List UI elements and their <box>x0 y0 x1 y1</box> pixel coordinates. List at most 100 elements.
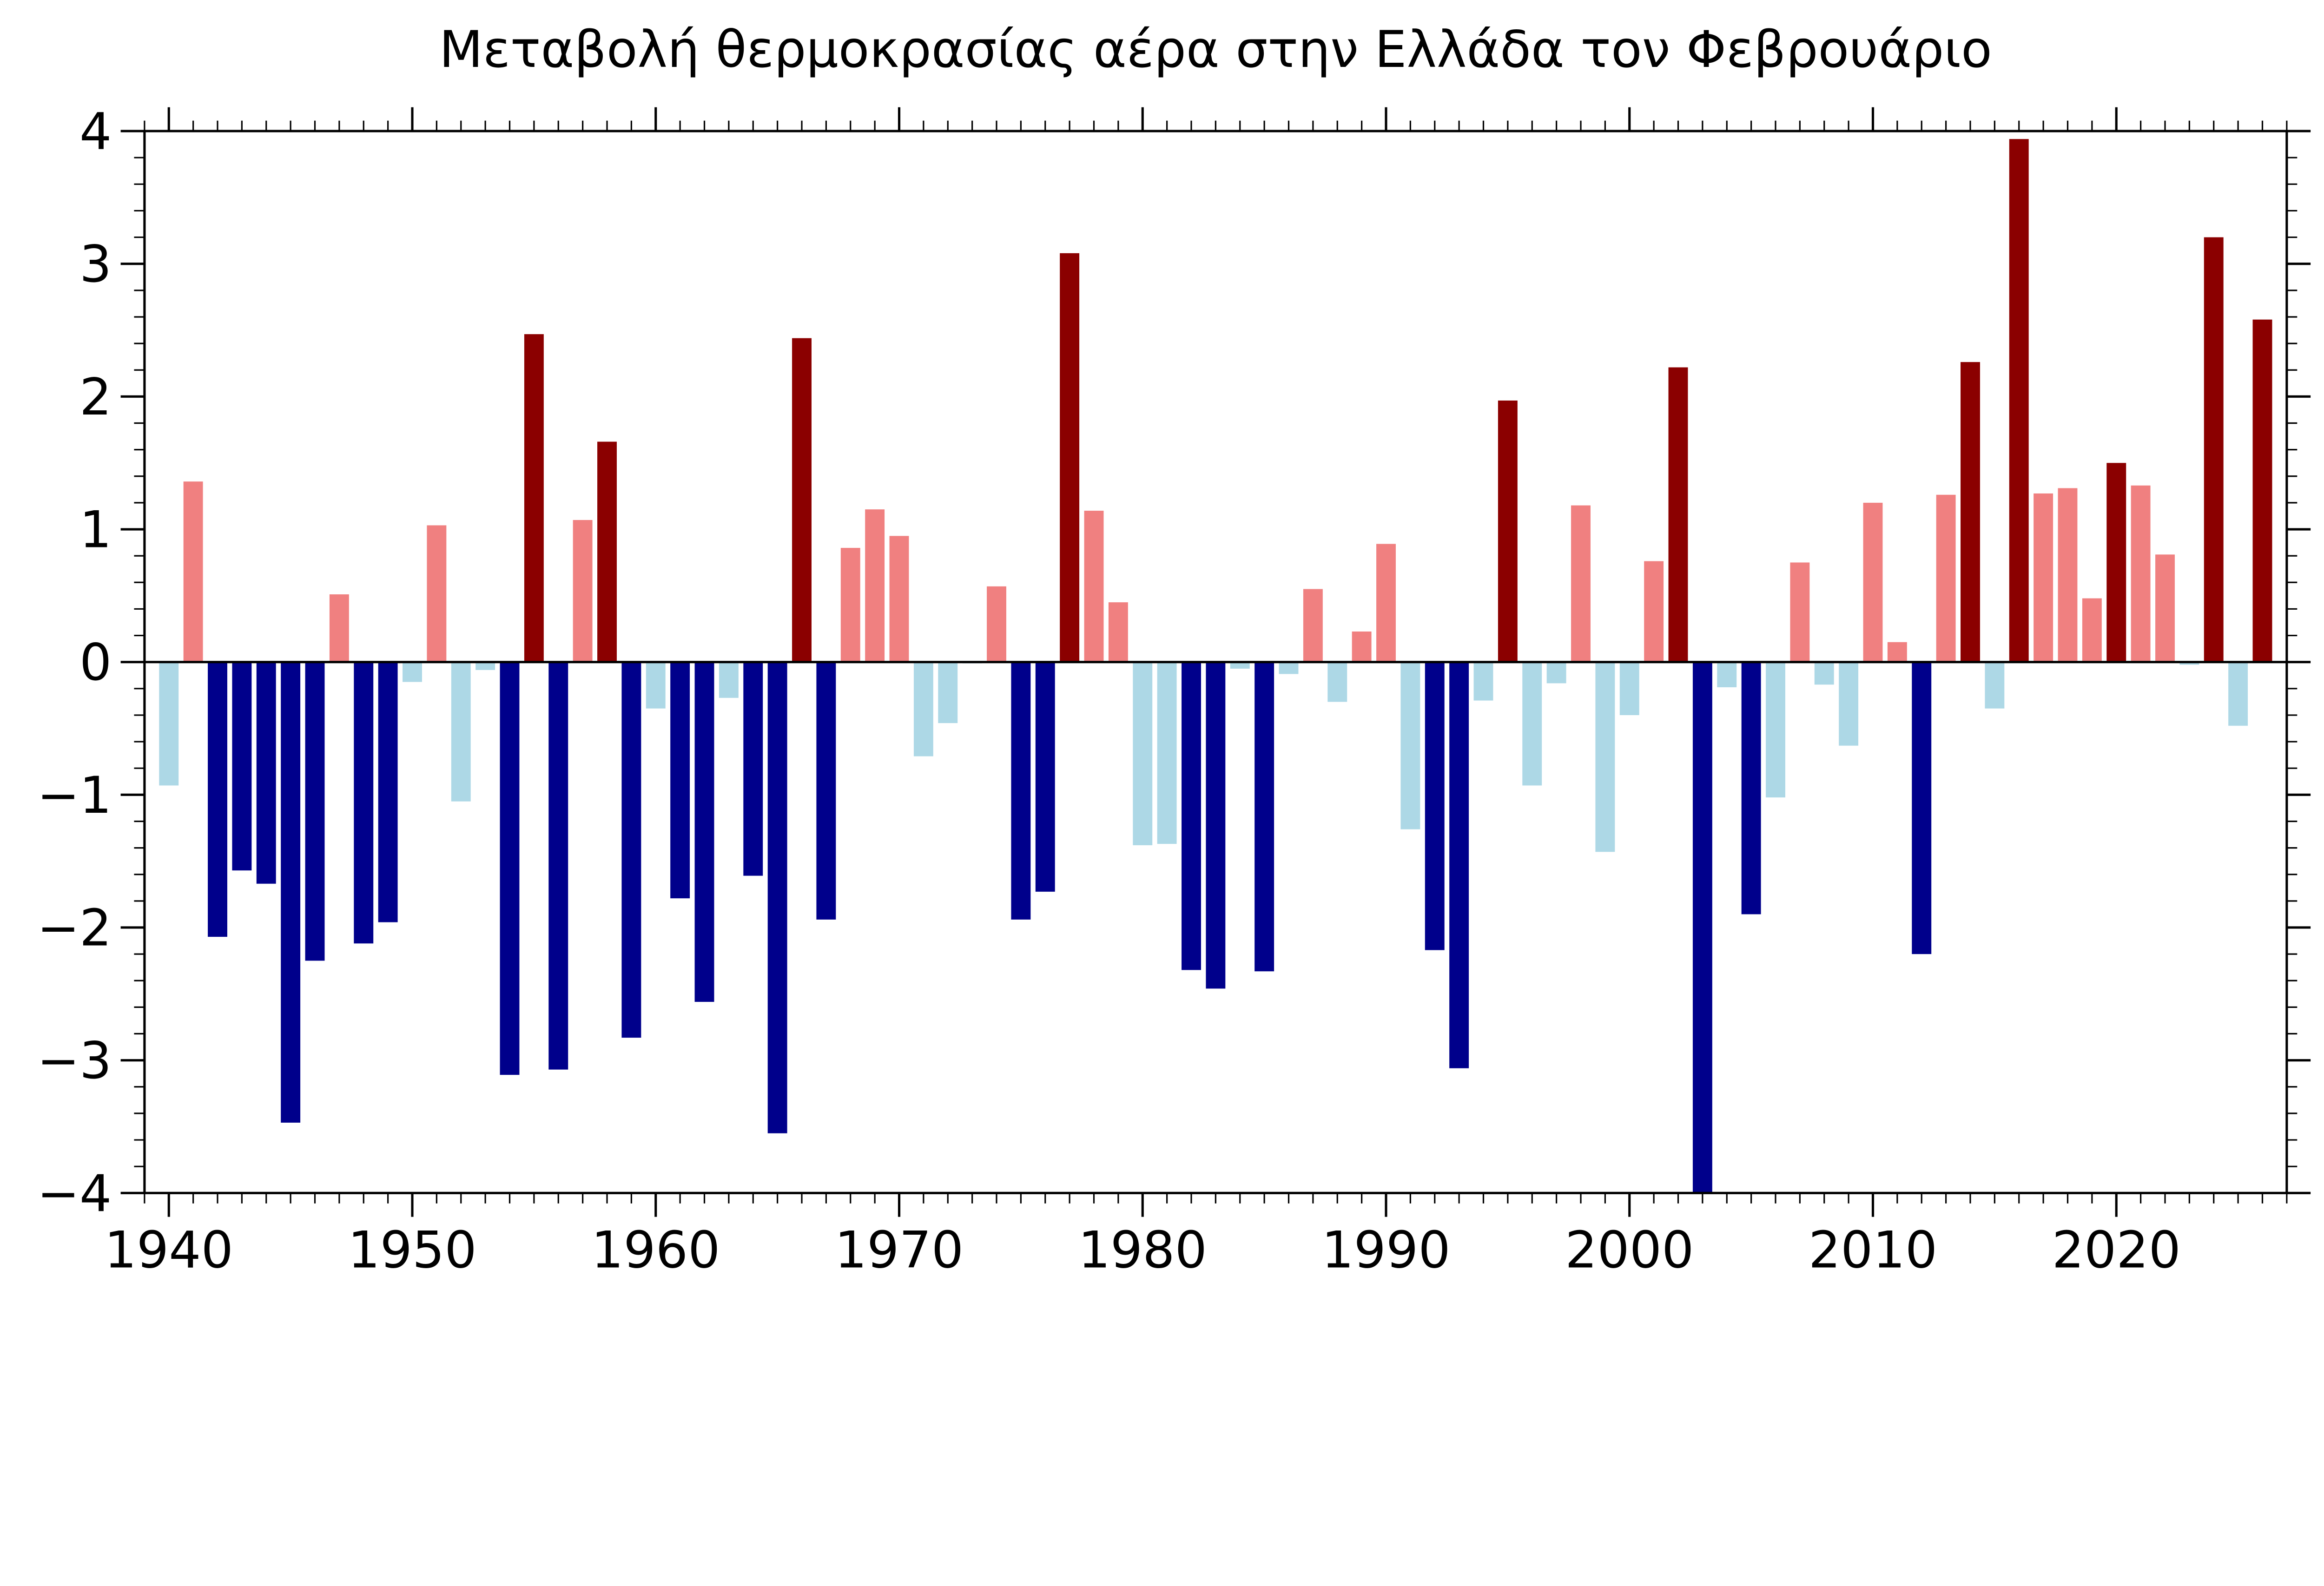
bar-1994 <box>1473 662 1493 701</box>
bar-1971 <box>913 662 933 757</box>
x-tick-label: 1950 <box>348 1221 476 1280</box>
bar-1950 <box>403 662 422 682</box>
bar-1940 <box>159 662 179 786</box>
bar-1943 <box>232 662 252 871</box>
bar-1987 <box>1303 589 1323 662</box>
bar-1995 <box>1498 400 1518 662</box>
bar-2023 <box>2179 662 2199 665</box>
bar-2006 <box>1766 662 1785 798</box>
y-tick-label: 3 <box>79 235 112 294</box>
bar-1988 <box>1327 662 1347 702</box>
bar-2026 <box>2252 319 2272 662</box>
bar-1970 <box>889 536 909 662</box>
x-tick-label: 1940 <box>105 1221 233 1280</box>
y-tick-label: −3 <box>37 1031 112 1090</box>
bar-2021 <box>2131 485 2151 662</box>
bar-2025 <box>2228 662 2248 726</box>
bar-1989 <box>1352 631 1372 662</box>
bar-2013 <box>1936 494 1956 662</box>
bar-2007 <box>1790 562 1810 662</box>
bar-1977 <box>1060 253 1080 662</box>
bar-1961 <box>670 662 690 899</box>
x-tick-label: 2000 <box>1565 1221 1694 1280</box>
bar-1969 <box>865 509 885 662</box>
bar-1975 <box>1011 662 1031 920</box>
bar-1964 <box>743 662 763 876</box>
bar-1960 <box>646 662 666 709</box>
bar-2014 <box>1961 362 1980 662</box>
x-tick-label: 1980 <box>1078 1221 1207 1280</box>
bar-1967 <box>816 662 836 920</box>
bar-1997 <box>1546 662 1566 684</box>
x-tick-label: 1970 <box>835 1221 964 1280</box>
bar-2022 <box>2155 554 2175 662</box>
x-tick-label: 1960 <box>591 1221 720 1280</box>
bar-2010 <box>1863 502 1883 662</box>
bar-2001 <box>1644 561 1664 662</box>
bar-1954 <box>500 662 520 1075</box>
bar-2016 <box>2009 139 2029 662</box>
bar-1957 <box>573 520 593 662</box>
bar-1999 <box>1595 662 1615 852</box>
bar-1998 <box>1571 505 1591 662</box>
bar-1958 <box>597 441 617 662</box>
bar-1986 <box>1279 662 1299 674</box>
bar-1985 <box>1254 662 1274 972</box>
bar-1980 <box>1133 662 1153 845</box>
y-tick-label: 0 <box>79 633 112 692</box>
bar-1942 <box>208 662 227 937</box>
bar-2018 <box>2058 488 2078 662</box>
bar-1959 <box>621 662 641 1038</box>
bar-1978 <box>1084 511 1104 662</box>
bar-1951 <box>427 525 447 662</box>
bar-1981 <box>1157 662 1177 844</box>
y-tick-label: 4 <box>79 102 112 161</box>
bar-1991 <box>1400 662 1420 829</box>
bars <box>159 139 2272 1193</box>
bar-2009 <box>1839 662 1859 746</box>
bar-1993 <box>1449 662 1469 1068</box>
bar-1953 <box>475 662 495 670</box>
bar-1972 <box>938 662 958 724</box>
bar-1990 <box>1376 544 1396 662</box>
bar-1941 <box>183 481 203 662</box>
bar-1955 <box>524 334 544 662</box>
bar-2003 <box>1692 662 1712 1193</box>
bar-1996 <box>1522 662 1542 786</box>
bar-2008 <box>1814 662 1834 685</box>
bar-2002 <box>1668 367 1688 662</box>
bar-1984 <box>1230 662 1250 669</box>
bar-1966 <box>792 338 812 662</box>
bar-1945 <box>281 662 301 1123</box>
bar-1965 <box>767 662 787 1133</box>
bar-1963 <box>719 662 739 698</box>
bar-1992 <box>1425 662 1445 950</box>
bar-2004 <box>1717 662 1737 687</box>
y-tick-label: −4 <box>37 1164 112 1223</box>
bar-1952 <box>451 662 471 802</box>
y-tick-label: −2 <box>37 898 112 957</box>
bar-chart: Μεταβολή θερμοκρασίας αέρα στην Ελλάδα τ… <box>37 20 2311 1280</box>
bar-2000 <box>1619 662 1639 715</box>
x-tick-label: 1990 <box>1321 1221 1450 1280</box>
bar-1947 <box>329 594 349 662</box>
x-tick-label: 2010 <box>1809 1221 1937 1280</box>
bar-2012 <box>1912 662 1932 954</box>
bar-1962 <box>694 662 714 1002</box>
bar-1968 <box>840 548 860 662</box>
bar-2019 <box>2082 598 2102 662</box>
bar-2005 <box>1741 662 1761 915</box>
bar-1949 <box>378 662 398 922</box>
y-tick-label: 2 <box>79 368 112 427</box>
y-tick-label: −1 <box>37 766 112 825</box>
bar-2024 <box>2204 237 2224 662</box>
bar-2020 <box>2106 463 2126 662</box>
x-tick-label: 2020 <box>2052 1221 2181 1280</box>
chart-title: Μεταβολή θερμοκρασίας αέρα στην Ελλάδα τ… <box>439 20 1992 79</box>
y-tick-label: 1 <box>79 500 112 559</box>
bar-2017 <box>2034 493 2053 662</box>
bar-1976 <box>1035 662 1055 892</box>
bar-1946 <box>305 662 325 961</box>
bar-1956 <box>548 662 568 1070</box>
bar-1944 <box>256 662 276 884</box>
